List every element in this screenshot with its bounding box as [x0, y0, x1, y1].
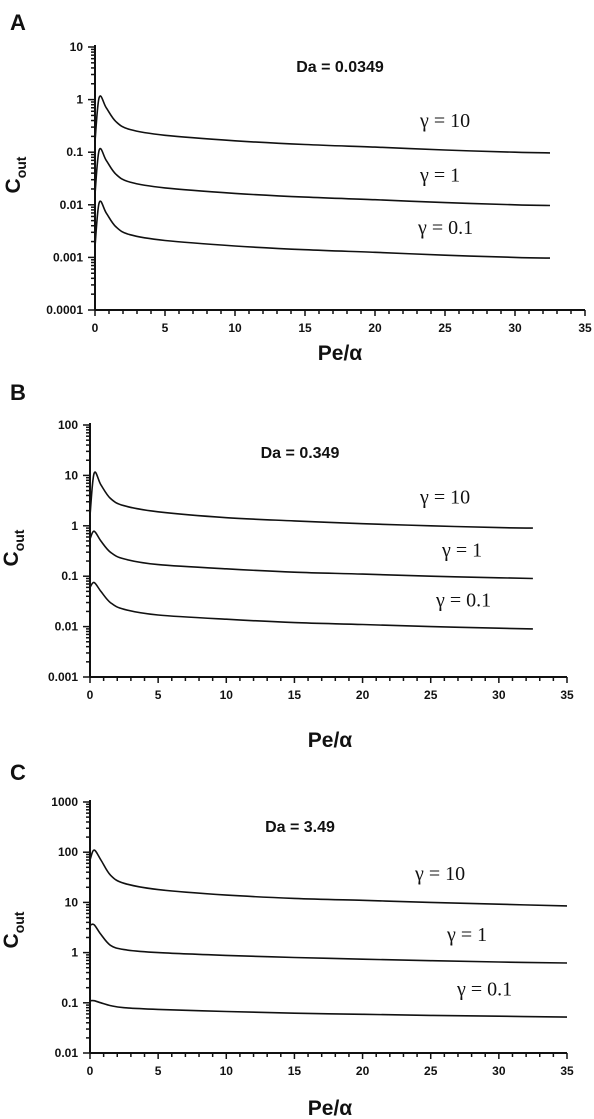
- y-tick-label: 0.01: [55, 620, 79, 634]
- x-tick-label: 0: [87, 1064, 94, 1078]
- da-annotation: Da = 0.349: [261, 445, 340, 462]
- y-tick-label: 1: [76, 93, 83, 107]
- panel-letter: C: [10, 760, 26, 785]
- series-label: γ = 10: [419, 486, 470, 508]
- series-line: [94, 95, 551, 154]
- chart-panel-c: C 0 5 10 15 20 25 30 35 0.01 0.1 1 10 100 1000 Pe/α Cout…: [0, 760, 574, 1119]
- x-tick-label: 10: [228, 321, 242, 335]
- y-axis-label: Cout: [0, 911, 27, 948]
- x-tick-label: 5: [155, 688, 162, 702]
- series-label: γ = 10: [414, 863, 465, 885]
- x-axis-label: Pe/α: [318, 342, 363, 365]
- x-tick-label: 15: [288, 688, 302, 702]
- x-tick-label: 35: [578, 321, 592, 335]
- x-tick-label: 5: [155, 1064, 162, 1078]
- x-tick-label: 20: [356, 1064, 370, 1078]
- series-line: [94, 200, 551, 259]
- x-axis-label: Pe/α: [308, 1097, 353, 1119]
- series-line: [89, 999, 568, 1018]
- series-line: [89, 923, 568, 964]
- series-label: γ = 1: [419, 165, 460, 187]
- y-axis-label: Cout: [2, 156, 29, 193]
- da-annotation: Da = 0.0349: [296, 59, 384, 76]
- series-label: γ = 0.1: [417, 217, 473, 239]
- x-tick-label: 35: [560, 1064, 574, 1078]
- x-tick-label: 35: [560, 688, 574, 702]
- y-tick-label: 10: [65, 468, 79, 482]
- series-label: γ = 0.1: [456, 979, 512, 1001]
- y-tick-label: 0.001: [53, 250, 83, 264]
- y-tick-label: 0.01: [55, 1046, 79, 1060]
- y-tick-label: 0.1: [61, 996, 78, 1010]
- x-tick-label: 0: [87, 688, 94, 702]
- y-tick-label: 100: [58, 845, 78, 859]
- panel-letter: A: [10, 10, 26, 35]
- x-axis-label: Pe/α: [308, 729, 353, 752]
- series-label: γ = 1: [446, 924, 487, 946]
- y-tick-label: 0.01: [60, 198, 84, 212]
- da-annotation: Da = 3.49: [265, 819, 335, 836]
- x-tick-label: 15: [288, 1064, 302, 1078]
- x-tick-label: 10: [220, 688, 234, 702]
- y-tick-label: 1: [71, 519, 78, 533]
- y-tick-label: 10: [70, 40, 84, 54]
- series-line: [89, 471, 533, 529]
- x-tick-label: 25: [424, 688, 438, 702]
- y-tick-label: 0.0001: [46, 303, 83, 317]
- x-tick-label: 15: [298, 321, 312, 335]
- y-tick-label: 10: [65, 895, 79, 909]
- y-tick-label: 0.001: [48, 670, 78, 684]
- series-label: γ = 1: [441, 539, 482, 561]
- y-axis-label: Cout: [0, 529, 27, 566]
- y-tick-label: 1: [71, 946, 78, 960]
- y-tick-label: 0.1: [66, 145, 83, 159]
- y-tick-label: 1000: [51, 795, 78, 809]
- y-tick-label: 0.1: [61, 569, 78, 583]
- series-line: [89, 530, 533, 580]
- x-tick-label: 30: [492, 688, 506, 702]
- series-label: γ = 0.1: [435, 590, 491, 612]
- chart-panel-b: B 0 5 10 15 20 25 30 35 0.001 0.01 0.1 1 10 100 Pe/α Cou…: [0, 380, 574, 752]
- chart-panel-a: A 0 5 10 15 20 25 30 35 0.0001 0.001 0.01 0.1 1 10 Pe/α…: [2, 10, 592, 365]
- x-tick-label: 30: [492, 1064, 506, 1078]
- series-line: [89, 581, 533, 630]
- x-tick-label: 25: [438, 321, 452, 335]
- panel-letter: B: [10, 380, 26, 405]
- series-line: [89, 849, 568, 907]
- series-label: γ = 10: [419, 110, 470, 132]
- x-tick-label: 10: [220, 1064, 234, 1078]
- x-tick-label: 5: [162, 321, 169, 335]
- x-tick-label: 25: [424, 1064, 438, 1078]
- x-tick-label: 20: [356, 688, 370, 702]
- x-tick-label: 0: [92, 321, 99, 335]
- y-tick-label: 100: [58, 418, 78, 432]
- series-line: [94, 147, 551, 207]
- x-tick-label: 30: [508, 321, 522, 335]
- x-tick-label: 20: [368, 321, 382, 335]
